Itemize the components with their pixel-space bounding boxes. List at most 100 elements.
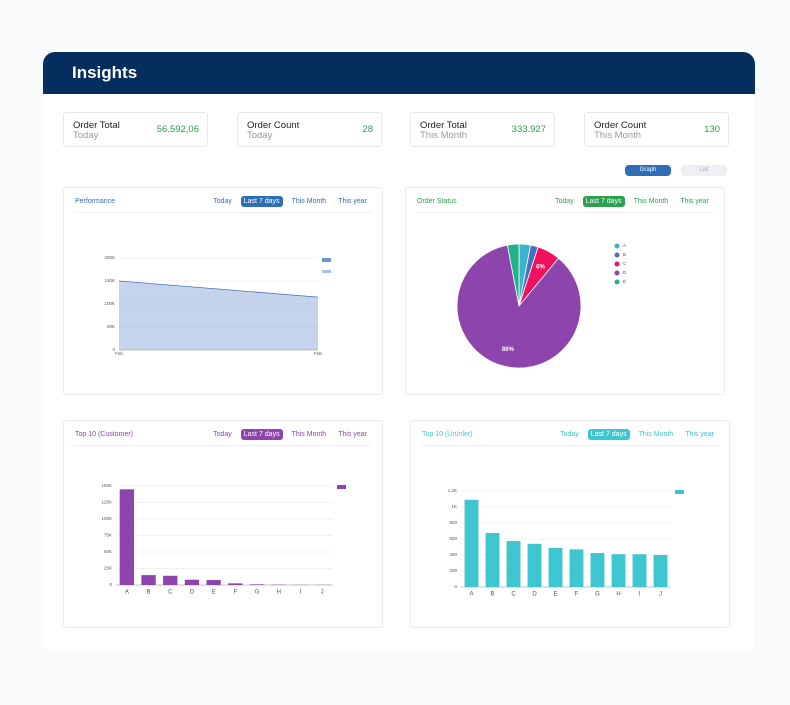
y-tick-label: 125K [101, 500, 112, 505]
bar [569, 549, 584, 587]
tab[interactable]: Today [555, 198, 574, 205]
stat-period: Today [73, 130, 99, 141]
pie-slice [506, 243, 520, 307]
x-tick-label: J [659, 592, 662, 598]
tab-group: Today Last 7 days This Month This year [210, 196, 370, 207]
tab[interactable]: Today [213, 198, 232, 205]
y-tick-label: 600 [449, 536, 457, 541]
x-tick-label: G [255, 590, 260, 596]
y-tick-label: 200K [104, 255, 115, 260]
stat-value: 130 [704, 124, 720, 135]
legend-label: E [623, 279, 626, 284]
view-toggle-button[interactable]: Graph [625, 165, 671, 176]
legend-label: C [623, 261, 627, 266]
bar [228, 583, 243, 585]
y-tick-label: 150K [104, 278, 115, 283]
stat-card: Order Total Today 56.592,06 [63, 112, 208, 147]
y-tick-label: 0 [454, 584, 457, 589]
tab[interactable]: This year [338, 431, 367, 438]
tab[interactable]: This year [680, 198, 709, 205]
chart: 0 25K 50K 75K 100K 125K 150K A B C D E F G H I J [101, 483, 346, 596]
x-tick-label: F [234, 590, 238, 596]
tab[interactable]: This year [685, 431, 714, 438]
x-tick-label: Feb [115, 351, 123, 356]
legend-swatch [614, 243, 620, 249]
y-tick-label: 100K [104, 301, 115, 306]
stat-card: Order Count This Month 130 [584, 112, 729, 147]
bar [485, 533, 500, 587]
x-tick-label: B [490, 592, 494, 598]
bar [163, 575, 178, 585]
tab[interactable]: Last 7 days [587, 429, 630, 440]
y-tick-label: 25K [104, 566, 112, 571]
chart-panel: A B 6% C 86% D E Order Status Today Last 7 days Th… [405, 187, 725, 395]
tab[interactable]: Last 7 days [582, 196, 625, 207]
legend-swatch [614, 252, 620, 258]
stat-card: Order Count Today 28 [237, 112, 382, 147]
bar [141, 575, 156, 585]
y-tick-label: 0 [112, 347, 115, 352]
y-tick-label: 1.2K [448, 488, 457, 493]
legend-swatch [337, 485, 346, 489]
pie-slice [456, 244, 582, 369]
panel-title: Order Status [417, 198, 457, 205]
legend-label: D [623, 270, 627, 275]
panel-title: Top 10 (Customer) [75, 431, 133, 438]
tab[interactable]: Last 7 days [240, 429, 283, 440]
chart: AB 6% C 86% DE [456, 243, 627, 369]
x-tick-label: G [595, 592, 600, 598]
tab-group: Today Last 7 days This Month This year [552, 196, 712, 207]
slice-label: 86% [502, 347, 515, 353]
tab[interactable]: Today [213, 431, 232, 438]
panel-title: Top 10 (Ürünler) [422, 431, 473, 438]
bar [119, 489, 135, 585]
bar [249, 584, 265, 585]
bar [527, 543, 542, 587]
y-tick-label: 100K [101, 516, 112, 521]
x-tick-label: I [639, 592, 641, 598]
stat-period: This Month [420, 130, 467, 141]
stat-label: Order Total [420, 120, 467, 131]
stat-value: 56.592,06 [156, 124, 199, 135]
bar [548, 547, 563, 587]
x-tick-label: I [300, 590, 302, 596]
tab[interactable]: This Month [633, 198, 669, 205]
tab[interactable]: This year [338, 198, 367, 205]
x-tick-label: J [321, 590, 324, 596]
x-tick-label: B [147, 590, 151, 596]
x-tick-label: H [616, 592, 620, 598]
bar [590, 553, 605, 587]
tab-group: Today Last 7 days This Month This year [210, 429, 370, 440]
tab-group: Today Last 7 days This Month This year [557, 429, 717, 440]
legend-swatch [675, 490, 684, 494]
view-toggle-button[interactable]: List [681, 165, 727, 176]
x-tick-label: H [277, 590, 281, 596]
bar [506, 541, 521, 587]
tab[interactable]: Last 7 days [240, 196, 283, 207]
stat-label: Order Count [594, 120, 647, 131]
chart: 0 200 400 600 800 1K 1.2K A B C D E F G H I J [448, 488, 684, 598]
stat-card: Order Total This Month 333.927 [410, 112, 555, 147]
stat-value: 333.927 [511, 124, 546, 135]
tab[interactable]: This Month [291, 198, 327, 205]
tab[interactable]: This Month [291, 431, 327, 438]
tab[interactable]: This Month [638, 431, 674, 438]
chart-panel: 0 200 400 600 800 1K 1.2K A B C D E F G H I J Top 10 (Ürü… [410, 420, 730, 628]
legend-swatch [614, 279, 620, 285]
x-tick-label: D [190, 590, 195, 596]
x-tick-label: C [168, 590, 173, 596]
legend-swatch [614, 261, 620, 267]
tab[interactable]: Today [560, 431, 579, 438]
slice-label: 6% [536, 264, 545, 270]
y-tick-label: 200 [449, 568, 457, 573]
x-tick-label: D [532, 592, 537, 598]
y-tick-label: 0 [109, 582, 112, 587]
divider [75, 212, 371, 213]
y-tick-label: 150K [101, 483, 112, 488]
x-tick-label: E [212, 590, 216, 596]
stat-period: This Month [594, 130, 641, 141]
header-title: Insights [43, 52, 755, 94]
y-tick-label: 50K [107, 324, 115, 329]
bar [653, 555, 668, 587]
line [118, 280, 319, 298]
